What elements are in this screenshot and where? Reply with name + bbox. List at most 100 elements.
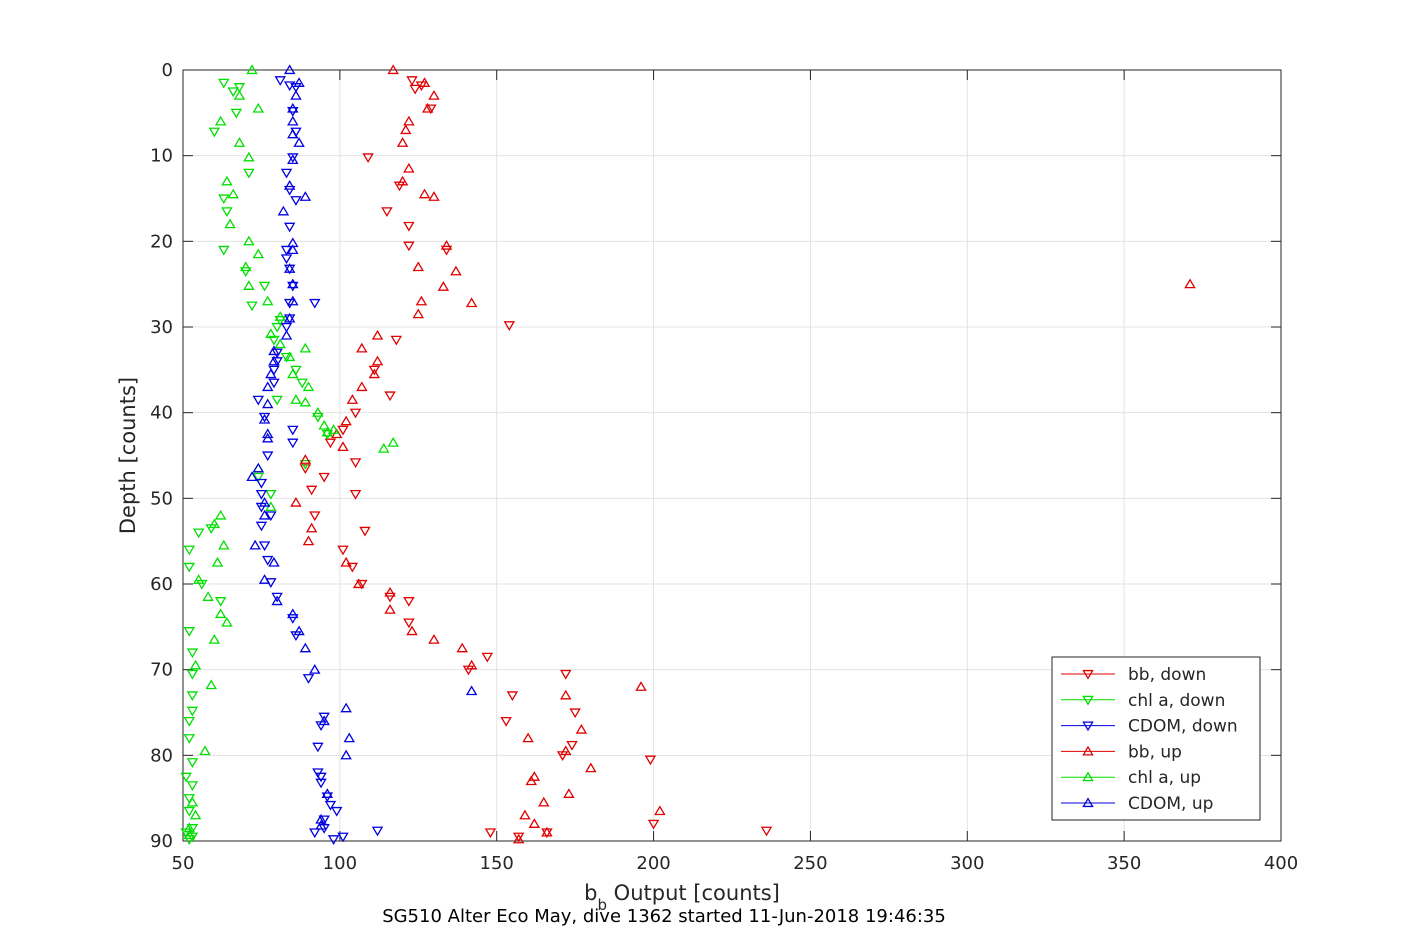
data-point (271, 395, 283, 406)
data-point (233, 137, 246, 147)
data-point (654, 805, 666, 816)
data-point (563, 788, 575, 798)
data-point (503, 321, 515, 331)
legend-marker (1082, 797, 1094, 808)
data-point (428, 90, 440, 100)
legend-label: CDOM, down (1128, 717, 1238, 737)
y-tick-label: 90 (150, 831, 173, 852)
data-point (647, 819, 660, 830)
data-point (318, 715, 330, 726)
data-point (214, 597, 227, 607)
data-point (183, 716, 196, 727)
data-point (271, 322, 283, 333)
data-point (183, 806, 196, 817)
data-point (368, 365, 381, 376)
data-point (208, 518, 221, 529)
data-point (321, 426, 334, 437)
data-point (255, 489, 268, 500)
data-point (337, 425, 349, 436)
data-point (268, 556, 280, 567)
data-point (221, 175, 233, 186)
data-point (440, 245, 453, 256)
data-point (183, 734, 196, 744)
data-point (465, 685, 478, 696)
data-point (268, 355, 280, 366)
data-point (240, 267, 252, 277)
data-point (519, 809, 531, 820)
data-point (585, 762, 597, 773)
data-point (293, 77, 305, 87)
data-point (406, 76, 418, 86)
legend-label: CDOM, up (1128, 794, 1213, 814)
data-point (287, 278, 299, 289)
data-point (265, 511, 277, 522)
data-point (252, 248, 265, 259)
y-tick-label: 20 (150, 231, 173, 252)
data-point (180, 772, 192, 783)
x-tick-label: 400 (1264, 853, 1298, 874)
data-point (214, 115, 227, 126)
data-point (356, 381, 368, 392)
data-point (525, 775, 537, 786)
data-point (299, 342, 312, 353)
data-point (315, 813, 327, 824)
data-point (189, 809, 202, 820)
data-point (425, 104, 437, 115)
data-point (321, 429, 334, 440)
data-point (252, 472, 265, 483)
data-point (268, 335, 280, 346)
data-point (290, 496, 302, 507)
data-point (261, 398, 274, 409)
data-point (484, 828, 497, 839)
data-point (271, 592, 283, 603)
data-point (214, 608, 227, 619)
data-point (287, 153, 299, 164)
data-point (506, 691, 519, 702)
data-point (230, 108, 243, 119)
y-tick-label: 0 (162, 60, 173, 81)
data-point (403, 618, 415, 629)
data-point (384, 592, 396, 603)
x-tick-label: 100 (323, 853, 357, 874)
data-point (221, 616, 233, 627)
data-point (635, 681, 647, 691)
data-point (396, 137, 409, 147)
data-point (265, 328, 277, 338)
data-point (559, 669, 572, 680)
data-point (305, 485, 318, 496)
data-point (268, 378, 280, 389)
data-point (305, 522, 318, 533)
data-point (243, 168, 255, 179)
y-tick-label: 80 (150, 745, 173, 766)
data-point (299, 191, 312, 201)
data-point (258, 574, 271, 584)
data-point (186, 796, 199, 807)
data-point (218, 78, 230, 89)
series-3 (290, 64, 1196, 844)
data-point (340, 556, 352, 567)
data-point (287, 102, 299, 113)
data-point (280, 352, 293, 363)
data-points (180, 64, 1196, 845)
legend-box (1051, 656, 1261, 821)
data-point (227, 188, 239, 199)
data-point (274, 338, 286, 349)
data-point (202, 591, 214, 601)
data-point (575, 723, 588, 734)
x-tick-label: 350 (1107, 853, 1141, 874)
data-point (186, 691, 199, 702)
data-point (287, 244, 299, 254)
data-point (283, 263, 296, 273)
legend-marker (1082, 695, 1094, 706)
data-point (559, 745, 572, 756)
data-point (315, 778, 327, 789)
data-point (566, 740, 578, 751)
data-point (318, 815, 330, 826)
legend: bb, down chl a, down CDOM, down bb, up chl a… (1051, 656, 1261, 821)
data-point (280, 322, 293, 333)
data-point (387, 436, 399, 447)
data-point (258, 412, 271, 423)
data-point (287, 128, 299, 139)
data-point (371, 329, 384, 340)
data-point (440, 239, 453, 250)
